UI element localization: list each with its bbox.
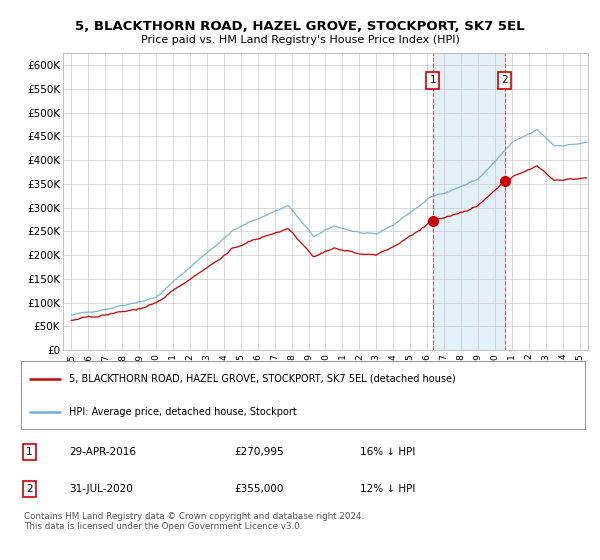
Text: Price paid vs. HM Land Registry's House Price Index (HPI): Price paid vs. HM Land Registry's House … [140,35,460,45]
Text: 1: 1 [26,447,33,457]
Text: 12% ↓ HPI: 12% ↓ HPI [360,484,415,494]
Text: 2: 2 [26,484,33,494]
FancyBboxPatch shape [21,361,585,429]
Text: 5, BLACKTHORN ROAD, HAZEL GROVE, STOCKPORT, SK7 5EL: 5, BLACKTHORN ROAD, HAZEL GROVE, STOCKPO… [75,20,525,32]
Text: £270,995: £270,995 [235,447,284,457]
Text: 2: 2 [502,75,508,85]
Text: 29-APR-2016: 29-APR-2016 [70,447,136,457]
Text: 31-JUL-2020: 31-JUL-2020 [70,484,133,494]
Text: 5, BLACKTHORN ROAD, HAZEL GROVE, STOCKPORT, SK7 5EL (detached house): 5, BLACKTHORN ROAD, HAZEL GROVE, STOCKPO… [70,374,456,384]
Text: 1: 1 [430,75,436,85]
Text: £355,000: £355,000 [235,484,284,494]
Text: 16% ↓ HPI: 16% ↓ HPI [360,447,415,457]
Text: HPI: Average price, detached house, Stockport: HPI: Average price, detached house, Stoc… [70,407,297,417]
Bar [433,53,505,350]
Text: Contains HM Land Registry data © Crown copyright and database right 2024.
This d: Contains HM Land Registry data © Crown c… [24,512,364,531]
